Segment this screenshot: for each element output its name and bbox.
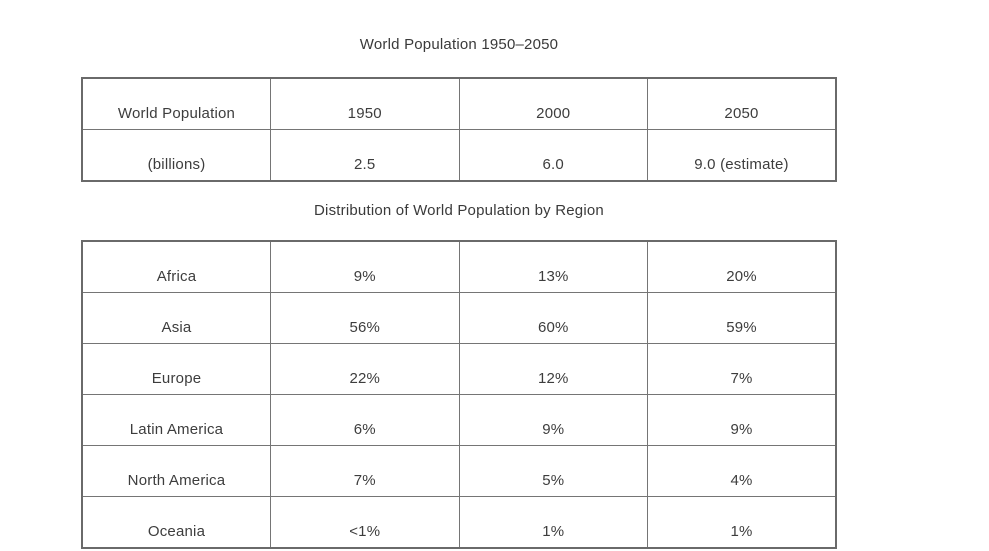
table-cell: 2.5 [270,129,460,182]
table-cell: Latin America [81,394,271,446]
table-cell: 20% [647,240,837,293]
table-cell: 1% [647,496,837,549]
table-cell: 6% [270,394,460,446]
table-cell: <1% [270,496,460,549]
table-cell: 59% [647,292,837,344]
table-cell: 6.0 [458,129,648,182]
table-cell: 56% [270,292,460,344]
table-cell: 5% [458,445,648,497]
table-cell: 22% [270,343,460,395]
table-row: Oceania <1% 1% 1% [81,496,837,549]
table-cell: 2050 [647,77,837,130]
table-cell: 60% [458,292,648,344]
table-cell: Asia [81,292,271,344]
table-cell: 7% [647,343,837,395]
population-table: World Population 1950 2000 2050 (billion… [81,77,837,182]
table-cell: Europe [81,343,271,395]
table-row: Latin America 6% 9% 9% [81,394,837,446]
table-row: (billions) 2.5 6.0 9.0 (estimate) [81,129,837,182]
table-cell: Oceania [81,496,271,549]
table-cell: 12% [458,343,648,395]
table-row: North America 7% 5% 4% [81,445,837,497]
table-cell: 9.0 (estimate) [647,129,837,182]
table-cell: 2000 [458,77,648,130]
table-cell: 1% [458,496,648,549]
population-table-title: World Population 1950–2050 [359,36,559,53]
table-cell: 7% [270,445,460,497]
table-cell: 4% [647,445,837,497]
table-cell: World Population [81,77,271,130]
table-row: Asia 56% 60% 59% [81,292,837,344]
table-cell: 9% [458,394,648,446]
table-row: Africa 9% 13% 20% [81,240,837,293]
distribution-table-title: Distribution of World Population by Regi… [314,202,604,219]
table-row: World Population 1950 2000 2050 [81,77,837,130]
distribution-table: Africa 9% 13% 20% Asia 56% 60% 59% Europ… [81,240,837,549]
table-cell: 13% [458,240,648,293]
table-cell: 9% [647,394,837,446]
table-cell: 9% [270,240,460,293]
table-row: Europe 22% 12% 7% [81,343,837,395]
table-cell: (billions) [81,129,271,182]
table-cell: North America [81,445,271,497]
table-cell: Africa [81,240,271,293]
table-cell: 1950 [270,77,460,130]
